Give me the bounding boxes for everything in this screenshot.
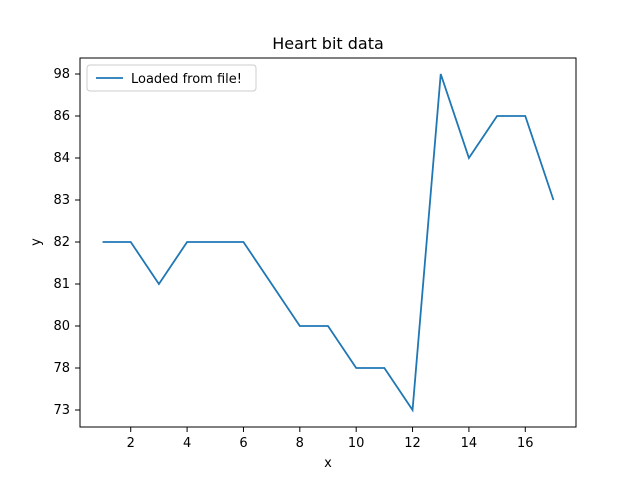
x-axis-label: x [324, 456, 332, 471]
y-tick-label: 84 [53, 151, 70, 166]
y-axis-label: y [29, 238, 44, 246]
y-tick-label: 98 [53, 67, 70, 82]
plot-area [79, 57, 577, 428]
x-tick-label: 4 [183, 436, 191, 451]
chart-title: Heart bit data [272, 34, 384, 53]
x-tick-label: 10 [348, 436, 365, 451]
y-tick-label: 82 [53, 235, 70, 250]
x-tick-label: 12 [404, 436, 421, 451]
axes-frame [79, 57, 577, 428]
x-tick-label: 14 [461, 436, 478, 451]
y-axis-ticks: 73 78 80 81 82 83 84 86 98 [53, 67, 80, 418]
x-tick-label: 8 [296, 436, 304, 451]
x-tick-label: 2 [127, 436, 135, 451]
y-tick-label: 83 [53, 193, 70, 208]
x-axis-ticks: 2 4 6 8 10 12 14 16 [127, 427, 534, 451]
y-tick-label: 80 [53, 319, 70, 334]
legend-entry-label: Loaded from file! [131, 72, 242, 87]
y-tick-label: 78 [53, 361, 70, 376]
y-tick-label: 73 [53, 403, 70, 418]
legend-box [86, 64, 257, 92]
x-tick-label: 16 [517, 436, 534, 451]
y-tick-label: 86 [53, 109, 70, 124]
legend: Loaded from file! [86, 64, 257, 92]
y-tick-label: 81 [53, 277, 70, 292]
x-tick-label: 6 [239, 436, 247, 451]
series-line [102, 73, 555, 413]
series-layer [102, 73, 555, 413]
